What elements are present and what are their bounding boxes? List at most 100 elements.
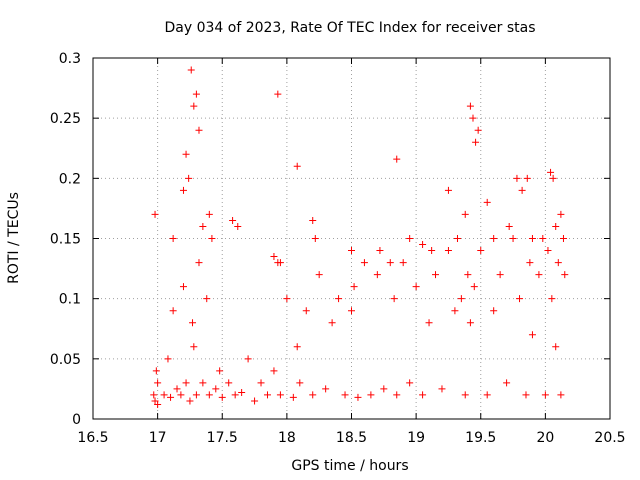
data-point	[548, 295, 556, 303]
data-point	[376, 247, 384, 255]
data-point	[469, 114, 477, 122]
data-point	[425, 319, 433, 327]
data-point	[477, 247, 485, 255]
data-point	[552, 222, 560, 230]
data-point	[315, 271, 323, 279]
data-point	[164, 355, 172, 363]
data-point	[199, 222, 207, 230]
data-point	[179, 186, 187, 194]
data-point	[432, 271, 440, 279]
data-point	[444, 186, 452, 194]
data-point	[205, 210, 213, 218]
data-point	[150, 391, 158, 399]
data-series-roti	[150, 66, 569, 409]
data-point	[539, 235, 547, 242]
data-point	[296, 379, 304, 387]
data-point	[251, 397, 259, 405]
data-point	[549, 174, 557, 182]
data-point	[195, 126, 203, 134]
data-point	[472, 138, 480, 146]
data-point	[557, 210, 565, 218]
data-point	[406, 235, 414, 242]
data-point	[192, 90, 200, 98]
data-point	[354, 393, 362, 401]
y-tick-label: 0.1	[59, 292, 81, 308]
data-point	[466, 102, 474, 110]
data-point	[189, 319, 197, 327]
data-point	[457, 295, 465, 303]
data-point	[160, 391, 168, 399]
data-point	[311, 235, 319, 242]
data-point	[212, 385, 220, 393]
data-point	[238, 389, 246, 397]
data-point	[399, 259, 407, 267]
data-point	[195, 259, 203, 267]
data-point	[154, 401, 162, 409]
data-point	[169, 235, 177, 242]
data-point	[341, 391, 349, 399]
data-point	[151, 210, 159, 218]
data-point	[438, 385, 446, 393]
x-tick-label: 16.5	[77, 430, 108, 446]
data-point	[302, 307, 310, 315]
data-point	[483, 391, 491, 399]
data-point	[496, 271, 504, 279]
data-point	[419, 391, 427, 399]
y-tick-label: 0.05	[50, 352, 81, 368]
data-point	[528, 331, 536, 339]
data-point	[182, 379, 190, 387]
x-tick-label: 20.5	[594, 430, 625, 446]
data-point	[231, 391, 239, 399]
data-point	[406, 379, 414, 387]
data-point	[522, 391, 530, 399]
data-point	[177, 391, 185, 399]
x-tick-label: 18	[278, 430, 296, 446]
data-point	[470, 283, 478, 291]
y-tick-label: 0.2	[59, 171, 81, 187]
data-point	[528, 235, 536, 242]
y-axis-label: ROTI / TECUs	[6, 192, 22, 284]
x-tick-label: 17.5	[207, 430, 238, 446]
data-point	[350, 283, 358, 291]
data-point	[483, 198, 491, 206]
data-point	[173, 385, 181, 393]
data-point	[276, 391, 284, 399]
x-tick-label: 17	[149, 430, 167, 446]
data-point	[283, 295, 291, 303]
data-point	[428, 247, 436, 255]
data-point	[505, 222, 513, 230]
data-point	[348, 247, 355, 255]
data-point	[186, 397, 194, 405]
data-point	[185, 174, 193, 182]
data-point	[451, 307, 459, 315]
data-point	[466, 319, 474, 327]
grid-lines	[93, 58, 610, 419]
data-point	[393, 155, 401, 163]
y-tick-label: 0	[72, 412, 81, 428]
data-point	[199, 379, 207, 387]
data-point	[244, 355, 252, 363]
data-point	[328, 319, 336, 327]
data-point	[412, 283, 420, 291]
data-point	[234, 222, 242, 230]
data-point	[535, 271, 543, 279]
data-point	[190, 343, 198, 351]
data-point	[390, 295, 398, 303]
x-tick-label: 18.5	[336, 430, 367, 446]
data-point	[554, 259, 562, 267]
data-point	[557, 391, 565, 399]
data-point	[154, 379, 162, 387]
y-tick-label: 0.25	[50, 111, 81, 127]
x-tick-label: 19	[407, 430, 425, 446]
data-point	[309, 216, 317, 224]
data-point	[203, 295, 211, 303]
data-point	[218, 393, 226, 401]
data-point	[461, 391, 469, 399]
data-point	[225, 379, 233, 387]
data-point	[208, 235, 216, 242]
data-point	[516, 295, 524, 303]
data-point	[367, 391, 375, 399]
data-point	[541, 391, 549, 399]
data-point	[360, 259, 368, 267]
axis-ticks: 16.5 17 17.5 18 18.5 19 19.5 20 20.5 0 0.05 0.1 0.15…	[50, 51, 626, 446]
